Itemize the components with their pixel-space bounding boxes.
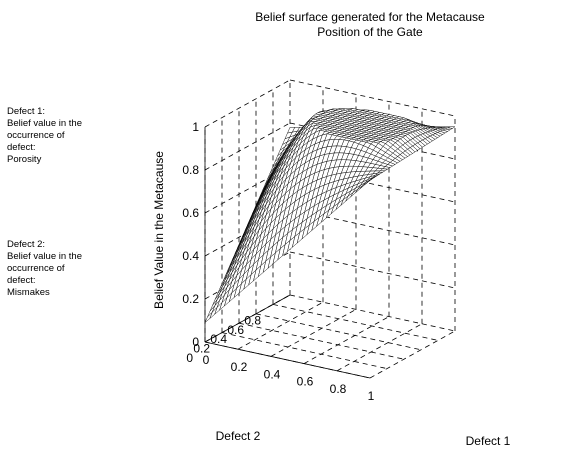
x-tick-label: 1 — [368, 389, 375, 403]
note-line: Porosity — [7, 154, 42, 165]
x-tick-label: 0.6 — [297, 375, 314, 389]
y-tick-label: 0.6 — [227, 323, 244, 337]
chart-title: Belief surface generated for the Metacau… — [205, 10, 535, 40]
surface-cell — [364, 178, 373, 185]
note-line: Belief value in the — [7, 118, 82, 129]
x-tick-label: 0 — [203, 353, 210, 367]
note-line: Belief value in the — [7, 251, 82, 262]
x-tick-label: 0.2 — [231, 360, 248, 374]
note-line: defect: — [7, 275, 36, 286]
note-line: Defect 1: — [7, 106, 46, 117]
surface-mesh — [204, 108, 456, 323]
y-axis-label: Defect 2 — [216, 429, 261, 443]
chart-title-line: Position of the Gate — [317, 25, 423, 39]
x-tick-label: 0.4 — [264, 367, 281, 381]
left-wall-grid-line — [204, 122, 291, 171]
back-wall-grid-line — [289, 294, 456, 332]
y-tick-label: 0.4 — [210, 332, 227, 346]
z-tick-label: 0 — [192, 335, 199, 349]
back-wall-grid-line — [289, 79, 456, 117]
floor-grid-line — [336, 323, 423, 372]
z-tick-label: 0.4 — [182, 249, 199, 263]
floor-grid-line — [272, 304, 439, 341]
z-tick-label: 1 — [192, 120, 199, 134]
x-axis-label: Defect 1 — [466, 434, 511, 448]
y-tick-label: 0 — [186, 351, 193, 365]
z-axis-label: Belief Value in the Metacause — [152, 151, 166, 309]
z-tick-label: 0.8 — [182, 163, 199, 177]
left-wall-grid-line — [204, 165, 291, 214]
y-tick-label: 0.2 — [193, 342, 210, 356]
z-tick-label: 0.6 — [182, 206, 199, 220]
defect-2-note: Defect 2: Belief value in the occurrence… — [7, 239, 127, 299]
left-wall-grid-line — [204, 79, 291, 128]
floor-grid-line — [238, 322, 405, 360]
note-line: defect: — [7, 142, 36, 153]
defect-1-note: Defect 1: Belief value in the occurrence… — [7, 106, 127, 166]
chart-title-line: Belief surface generated for the Metacau… — [255, 10, 485, 24]
floor-grid-line — [270, 309, 357, 357]
note-line: Defect 2: — [7, 239, 46, 250]
note-line: occurrence of — [7, 130, 65, 141]
y-tick-label: 0.8 — [244, 313, 261, 327]
x-axis-line — [204, 341, 371, 379]
floor-grid-line — [255, 313, 422, 351]
x-tick-label: 0.8 — [330, 382, 347, 396]
back-wall-grid-line — [289, 251, 456, 289]
floor-grid-line — [237, 301, 324, 350]
z-tick-label: 0.2 — [182, 292, 199, 306]
note-line: occurrence of — [7, 263, 65, 274]
note-line: Mismakes — [7, 287, 50, 298]
y-axis-line — [204, 294, 291, 343]
floor-grid-line — [369, 330, 456, 379]
floor-grid-line — [221, 332, 388, 369]
floor-grid-line — [303, 316, 390, 364]
